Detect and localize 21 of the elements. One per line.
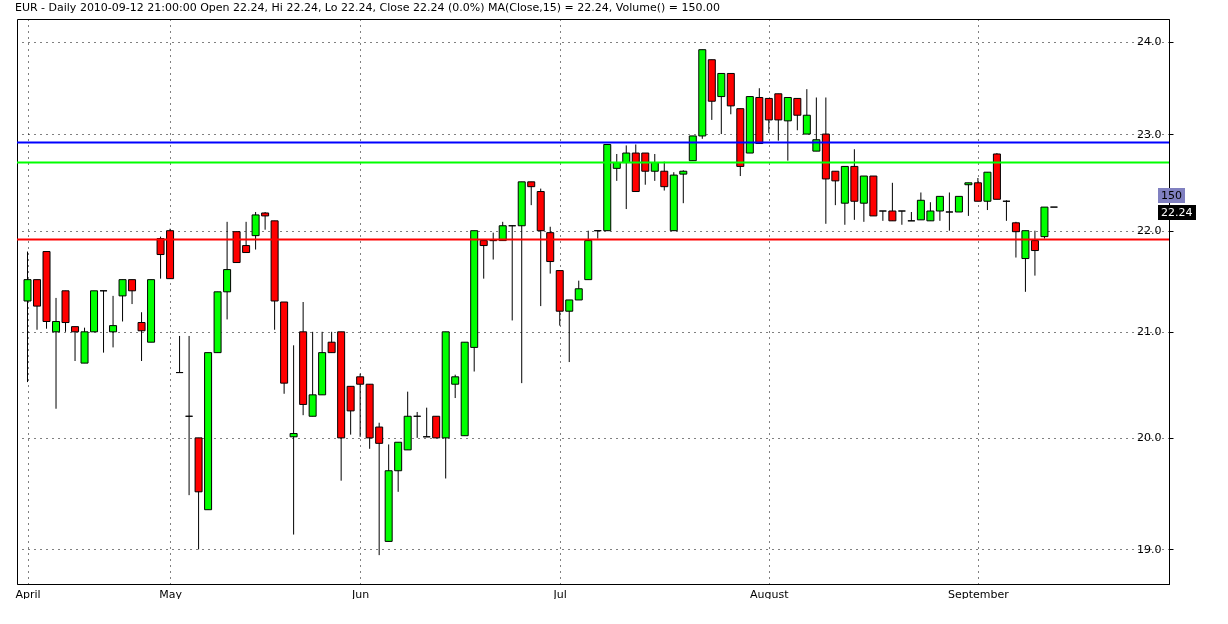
y-tick-label: 21.0 — [1137, 325, 1162, 339]
x-tick-label: April — [15, 587, 41, 601]
candlestick — [109, 295, 118, 348]
candlestick — [802, 88, 811, 135]
x-tick-label: Jul — [552, 587, 567, 601]
chart-title: EUR - Daily 2010-09-12 21:00:00 Open 22.24, Hi 22.24, Lo 22.24, Close 22.24 (0.0%) MA(Close,15) = 22.24, Volume() = 150.00 — [14, 1, 720, 14]
candlestick — [289, 344, 298, 536]
y-tick-label: 19.0 — [1137, 542, 1162, 556]
candlestick — [356, 373, 365, 438]
x-tick-label: August — [750, 587, 790, 601]
y-tick-label: 20.0 — [1137, 431, 1162, 445]
x-tick-label: September — [948, 587, 1010, 601]
y-tick-label: 22.0 — [1137, 224, 1162, 238]
annotation: 22.24 — [1158, 205, 1196, 220]
y-tick-label: 23.0 — [1137, 127, 1162, 141]
x-tick-label: May — [159, 587, 183, 601]
y-tick-label: 24.0 — [1137, 35, 1162, 49]
candlestick — [574, 280, 583, 301]
annotation: 150 — [1158, 188, 1185, 203]
x-tick-label: Jun — [351, 587, 370, 601]
candlestick — [945, 191, 954, 232]
